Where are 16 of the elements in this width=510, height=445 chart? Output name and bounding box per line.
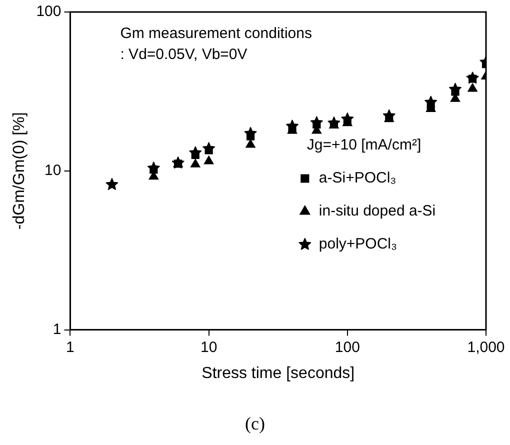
y-tick-label: 1 (52, 320, 62, 338)
x-tick-label: 1,000 (467, 338, 505, 356)
annotation: Gm measurement conditions (120, 25, 312, 42)
y-tick-label: 100 (36, 3, 62, 20)
legend-title: Jg=+10 [mA/cm²] (306, 136, 422, 154)
y-axis-title: -dGm/Gm(0) [%] (11, 112, 28, 230)
annotation: : Vd=0.05V, Vb=0V (120, 46, 248, 64)
x-tick-label: 10 (200, 338, 218, 356)
text: (c) (245, 414, 265, 434)
legend-label: a-Si+POCl₃ (318, 170, 396, 187)
legend-label: poly+POCl₃ (318, 236, 398, 253)
y-tick-label: 10 (44, 162, 62, 180)
x-tick-label: 100 (334, 338, 360, 356)
x-axis-title: Stress time [seconds] (202, 364, 355, 382)
legend-label: in-situ doped a-Si (318, 202, 436, 220)
x-tick-label: 1 (66, 338, 74, 356)
